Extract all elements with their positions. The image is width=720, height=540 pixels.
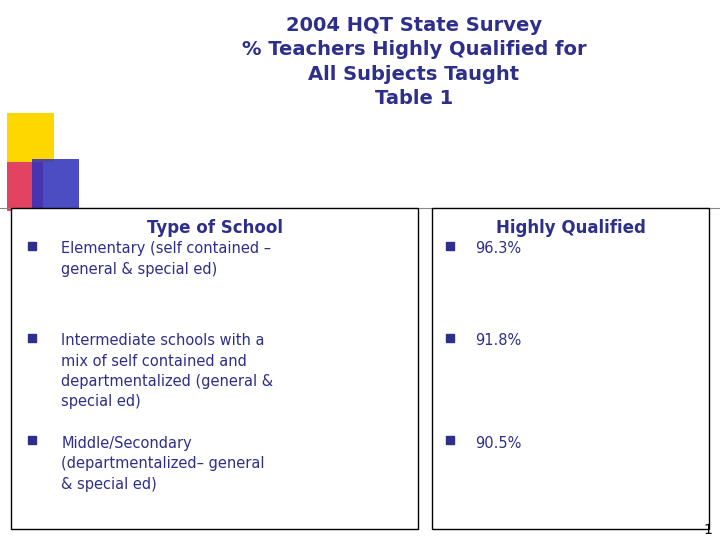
FancyBboxPatch shape bbox=[7, 162, 43, 211]
Text: Middle/Secondary
(departmentalized– general
& special ed): Middle/Secondary (departmentalized– gene… bbox=[61, 436, 265, 491]
Text: 96.3%: 96.3% bbox=[475, 241, 521, 256]
Text: 2004 HQT State Survey
% Teachers Highly Qualified for
All Subjects Taught
Table : 2004 HQT State Survey % Teachers Highly … bbox=[242, 16, 586, 108]
Text: 91.8%: 91.8% bbox=[475, 333, 521, 348]
Text: 90.5%: 90.5% bbox=[475, 436, 521, 451]
FancyBboxPatch shape bbox=[7, 113, 54, 162]
Text: Highly Qualified: Highly Qualified bbox=[496, 219, 646, 237]
FancyBboxPatch shape bbox=[432, 208, 709, 529]
FancyBboxPatch shape bbox=[11, 208, 418, 529]
Text: Type of School: Type of School bbox=[147, 219, 282, 237]
Text: 1: 1 bbox=[704, 523, 713, 537]
Text: Intermediate schools with a
mix of self contained and
departmentalized (general : Intermediate schools with a mix of self … bbox=[61, 333, 274, 409]
Text: Elementary (self contained –
general & special ed): Elementary (self contained – general & s… bbox=[61, 241, 271, 277]
FancyBboxPatch shape bbox=[32, 159, 79, 208]
